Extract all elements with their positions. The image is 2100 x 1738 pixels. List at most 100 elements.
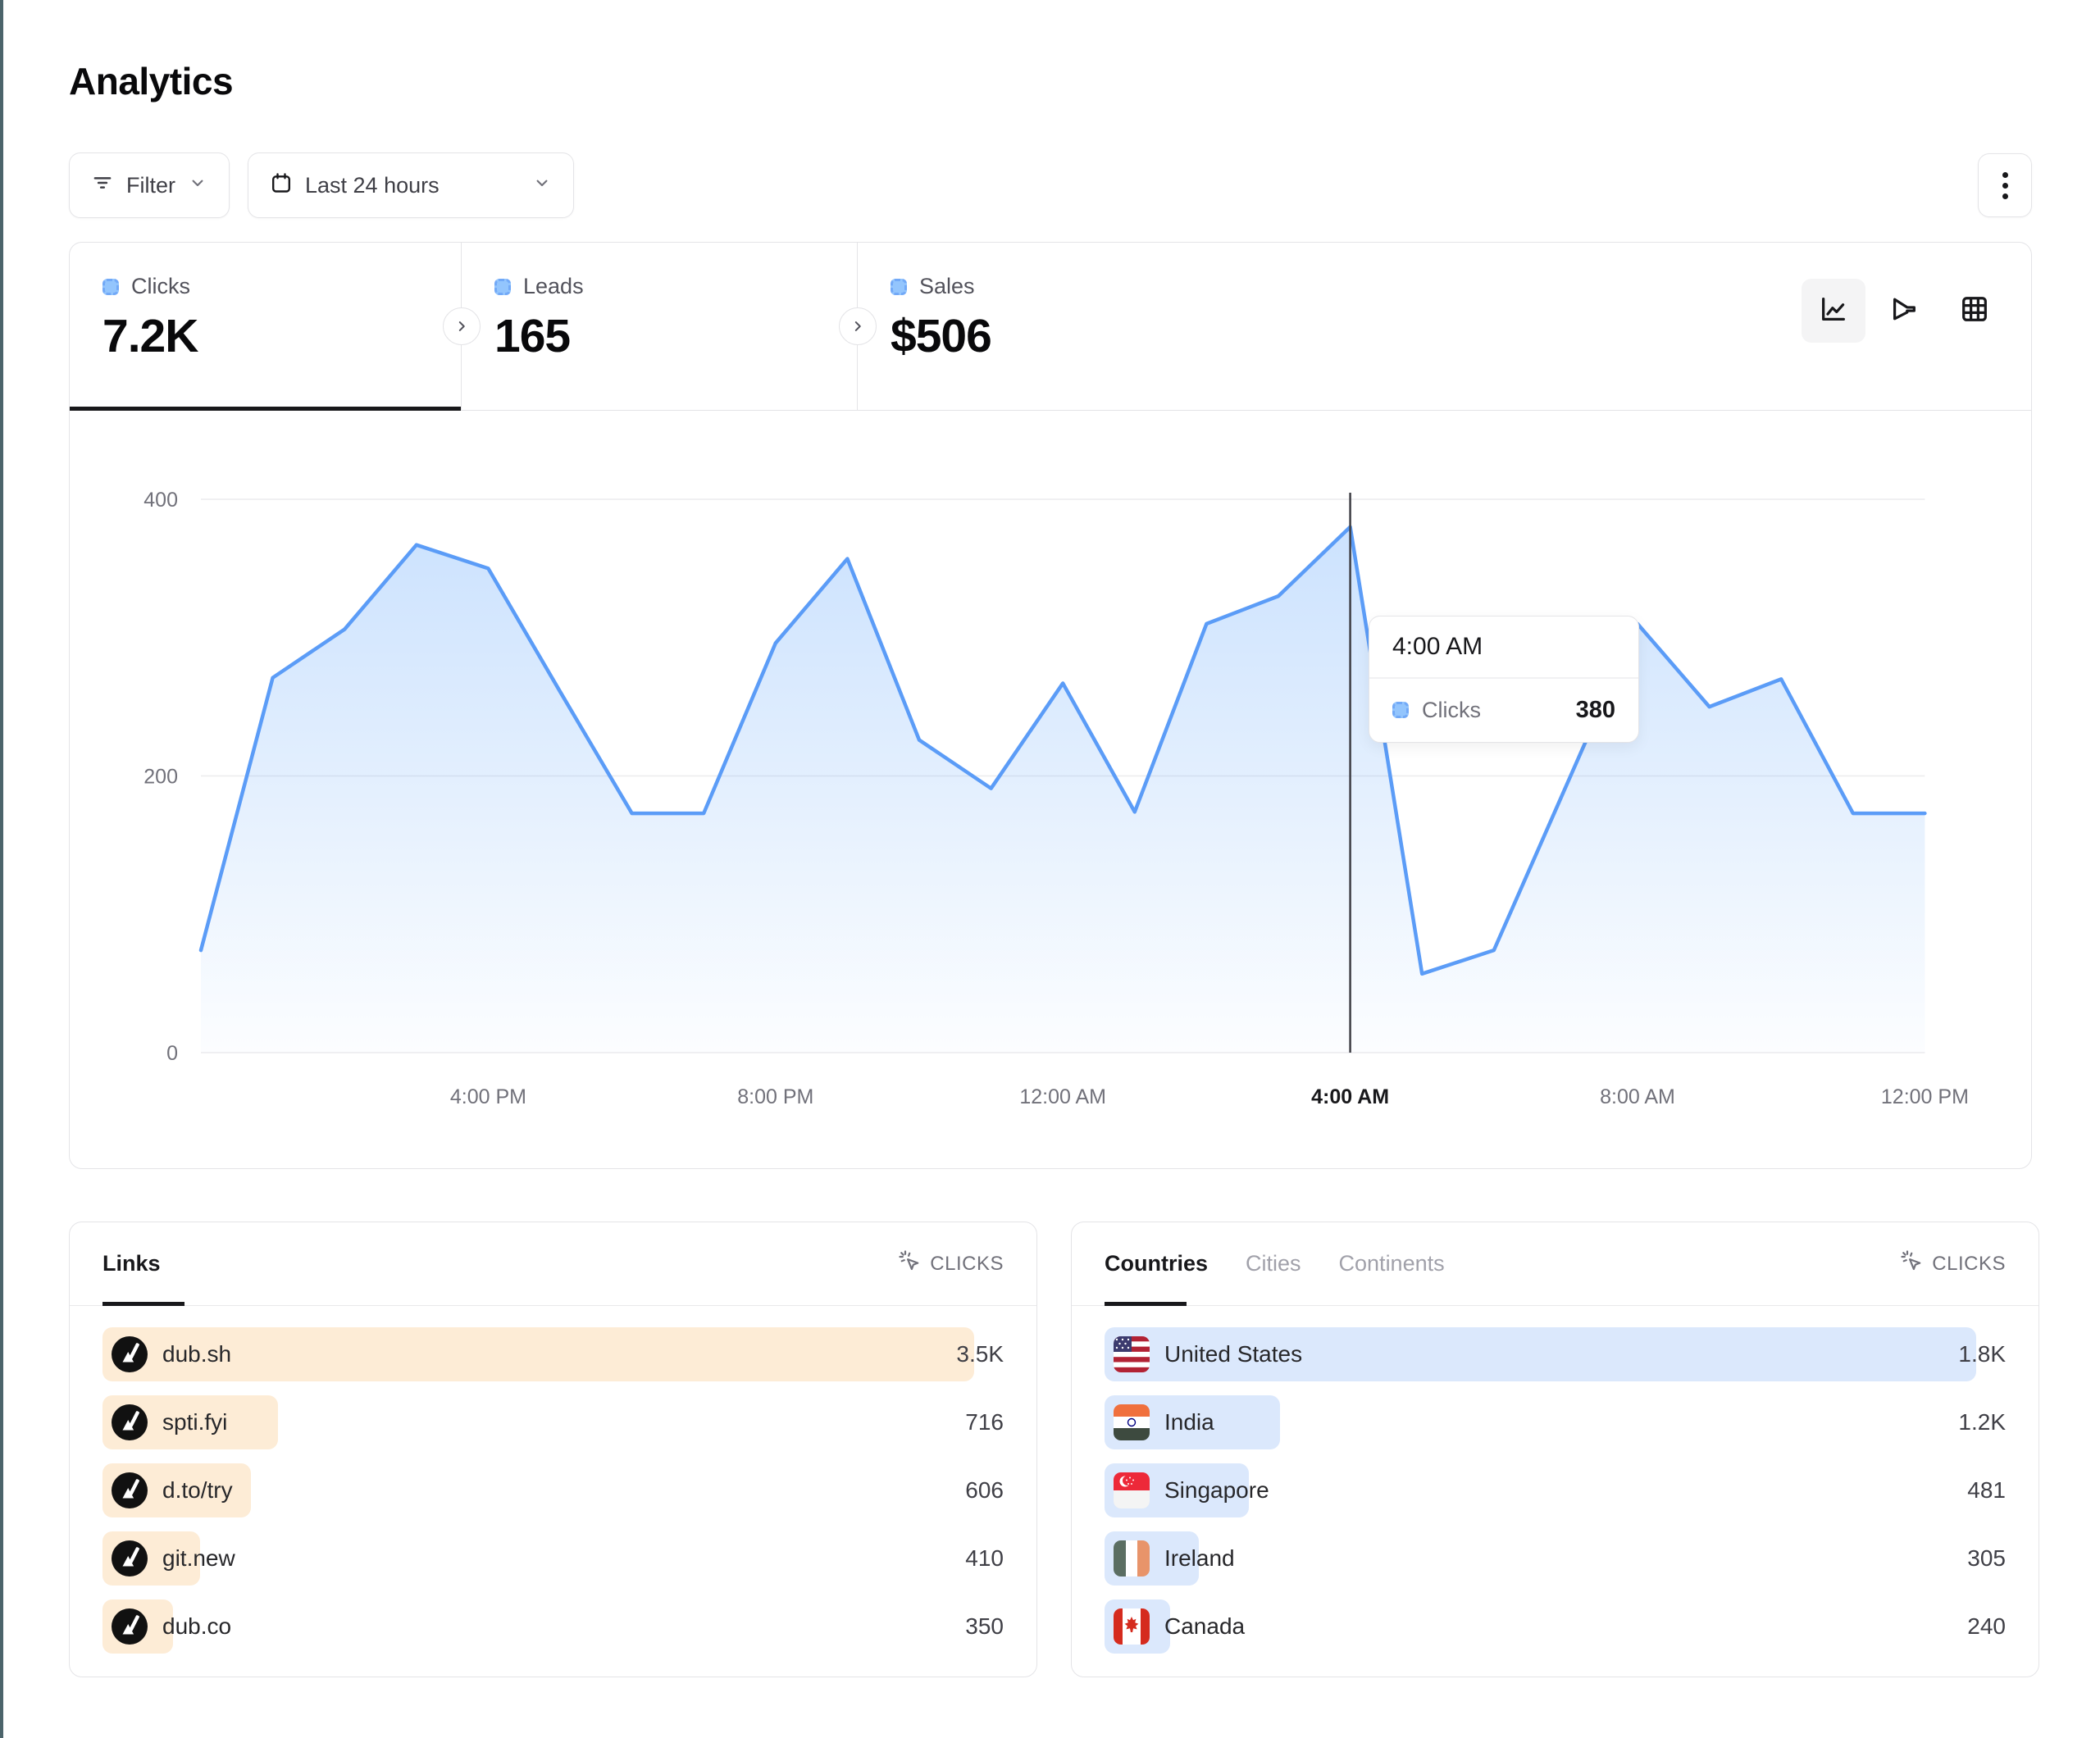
- geo-metric-label: CLICKS: [1932, 1252, 2006, 1275]
- links-metric[interactable]: CLICKS: [897, 1249, 1004, 1279]
- leads-tab-label: Leads: [523, 274, 584, 298]
- kebab-menu-button[interactable]: [1978, 153, 2032, 217]
- svg-text:8:00 AM: 8:00 AM: [1600, 1085, 1675, 1108]
- link-row-spti-fyi[interactable]: spti.fyi 716: [102, 1395, 1004, 1449]
- svg-text:0: 0: [166, 1042, 178, 1065]
- tab-clicks[interactable]: Clicks 7.2K: [70, 243, 481, 411]
- svg-text:12:00 AM: 12:00 AM: [1019, 1085, 1106, 1108]
- chart-tooltip: 4:00 AM Clicks 380: [1369, 616, 1639, 743]
- sales-tab-value: $506: [891, 310, 992, 362]
- country-name: United States: [1164, 1341, 1303, 1367]
- tab-sales[interactable]: Sales $506: [858, 243, 2031, 410]
- tooltip-time: 4:00 AM: [1392, 633, 1483, 660]
- toolbar: Filter Last 24 hours: [69, 152, 2032, 218]
- link-clicks: 410: [965, 1545, 1004, 1571]
- calendar-icon: [270, 171, 293, 200]
- dub-logo-icon: [112, 1404, 148, 1440]
- svg-text:4:00 AM: 4:00 AM: [1311, 1085, 1389, 1108]
- singapore-flag-icon: [1114, 1472, 1150, 1508]
- filter-button[interactable]: Filter: [69, 152, 230, 218]
- links-tab-underline: [102, 1302, 184, 1306]
- tab-countries[interactable]: Countries: [1105, 1251, 1209, 1276]
- country-row-india[interactable]: India 1.2K: [1105, 1395, 2006, 1449]
- link-row-dub-co[interactable]: dub.co 350: [102, 1599, 1004, 1654]
- area-chart-canvas: 0 200 400 4:00 PM 8:00 PM 12:00 AM 4:00 AM 8:00…: [143, 489, 1969, 1108]
- chevron-down-icon: [188, 173, 207, 198]
- leads-legend-swatch: [494, 278, 511, 295]
- united-states-flag-icon: [1114, 1336, 1150, 1372]
- tooltip-series-label: Clicks: [1422, 697, 1481, 722]
- dub-logo-icon: [112, 1608, 148, 1645]
- links-list: dub.sh 3.5K spti.fyi 716 d.to/try 606: [70, 1306, 1036, 1654]
- links-panel-header: Links CLICKS: [70, 1222, 1036, 1306]
- funnel-icon: [1888, 293, 1920, 329]
- window-edge-strip: [0, 0, 3, 1738]
- link-row-git-new[interactable]: git.new 410: [102, 1531, 1004, 1586]
- date-range-label: Last 24 hours: [305, 172, 440, 198]
- countries-tab-underline: [1105, 1302, 1187, 1306]
- tab-cities[interactable]: Cities: [1246, 1251, 1301, 1276]
- table-view-button[interactable]: [1943, 279, 2007, 343]
- geo-metric[interactable]: CLICKS: [1899, 1249, 2006, 1279]
- filter-button-label: Filter: [126, 172, 175, 198]
- country-bar: [1105, 1327, 1976, 1381]
- sales-tab-label: Sales: [919, 274, 975, 298]
- filter-icon: [91, 171, 114, 200]
- dub-logo-icon: [112, 1540, 148, 1576]
- link-clicks: 350: [965, 1613, 1004, 1639]
- link-row-d-to-try[interactable]: d.to/try 606: [102, 1463, 1004, 1517]
- tab-leads[interactable]: Leads 165: [462, 243, 877, 410]
- svg-text:4:00 PM: 4:00 PM: [450, 1085, 526, 1108]
- tooltip-value: 380: [1575, 696, 1615, 723]
- link-row-dub-sh[interactable]: dub.sh 3.5K: [102, 1327, 1004, 1381]
- country-row-canada[interactable]: Canada 240: [1105, 1599, 2006, 1654]
- sales-legend-swatch: [891, 278, 907, 295]
- table-grid-icon: [1959, 293, 1990, 329]
- india-flag-icon: [1114, 1404, 1150, 1440]
- stat-tabs: Clicks 7.2K Leads 165: [70, 243, 2031, 411]
- cursor-click-icon: [1899, 1249, 1924, 1279]
- leads-tab-value: 165: [494, 310, 571, 362]
- links-panel: Links CLICKS dub.sh 3.5K: [69, 1222, 1037, 1677]
- link-clicks: 3.5K: [956, 1341, 1004, 1367]
- link-name: spti.fyi: [162, 1409, 228, 1435]
- country-name: India: [1164, 1409, 1214, 1435]
- link-clicks: 716: [965, 1409, 1004, 1435]
- tab-continents[interactable]: Continents: [1338, 1251, 1445, 1276]
- link-name: d.to/try: [162, 1477, 233, 1503]
- country-name: Singapore: [1164, 1477, 1269, 1503]
- svg-text:400: 400: [143, 489, 178, 512]
- date-range-button[interactable]: Last 24 hours: [248, 152, 574, 218]
- country-clicks: 481: [1967, 1477, 2006, 1503]
- country-row-singapore[interactable]: Singapore 481: [1105, 1463, 2006, 1517]
- line-chart-view-button[interactable]: [1802, 279, 1865, 343]
- canada-flag-icon: [1114, 1608, 1150, 1645]
- links-metric-label: CLICKS: [930, 1252, 1004, 1275]
- active-tab-underline: [70, 407, 461, 411]
- country-name: Ireland: [1164, 1545, 1235, 1571]
- clicks-legend-swatch: [102, 278, 119, 295]
- link-bar: [102, 1327, 974, 1381]
- country-row-united-states[interactable]: United States 1.8K: [1105, 1327, 2006, 1381]
- expand-leads-button[interactable]: [443, 307, 481, 345]
- tooltip-legend-swatch: [1392, 702, 1409, 718]
- svg-text:200: 200: [143, 766, 178, 789]
- dub-logo-icon: [112, 1336, 148, 1372]
- cursor-click-icon: [897, 1249, 922, 1279]
- funnel-view-button[interactable]: [1872, 279, 1936, 343]
- country-row-ireland[interactable]: Ireland 305: [1105, 1531, 2006, 1586]
- svg-text:8:00 PM: 8:00 PM: [737, 1085, 813, 1108]
- geo-panel-header: Countries Cities Continents CLICKS: [1072, 1222, 2039, 1306]
- geo-panel: Countries Cities Continents CLICKS: [1071, 1222, 2039, 1677]
- tab-links[interactable]: Links: [102, 1251, 161, 1276]
- analytics-card: Clicks 7.2K Leads 165: [69, 242, 2032, 1169]
- svg-text:12:00 PM: 12:00 PM: [1881, 1085, 1969, 1108]
- link-clicks: 606: [965, 1477, 1004, 1503]
- kebab-menu-icon: [2002, 171, 2008, 199]
- country-clicks: 305: [1967, 1545, 2006, 1571]
- page-title: Analytics: [69, 60, 234, 102]
- countries-list: United States 1.8K India 1.2K: [1072, 1306, 2039, 1654]
- clicks-timeseries-chart[interactable]: 0 200 400 4:00 PM 8:00 PM 12:00 AM 4:00 AM 8:00…: [70, 411, 2031, 1168]
- expand-sales-button[interactable]: [839, 307, 877, 345]
